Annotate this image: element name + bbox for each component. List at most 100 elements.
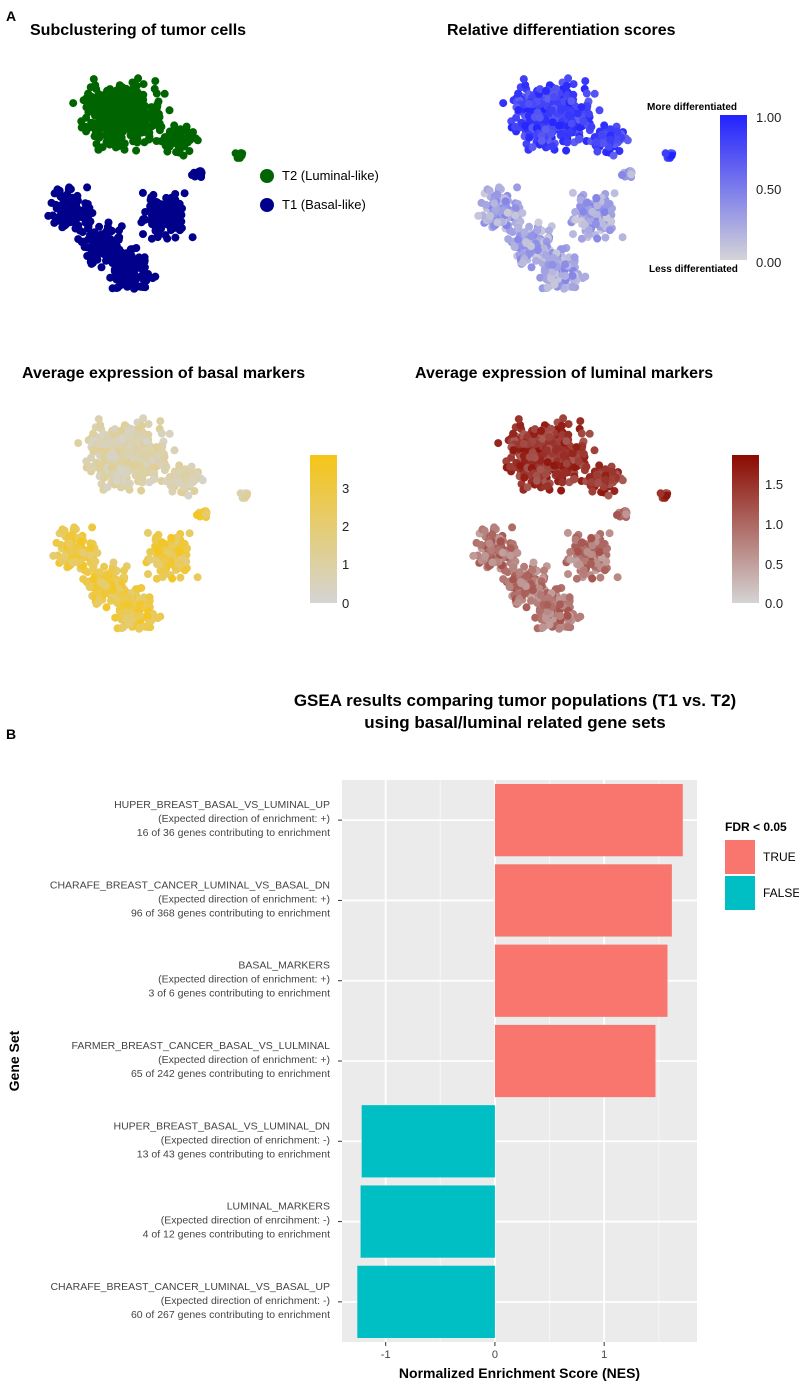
legend-item-t1: T1 (Basal-like) bbox=[260, 197, 366, 212]
cell-point bbox=[525, 222, 534, 231]
cell-point bbox=[163, 547, 172, 556]
cell-point bbox=[81, 211, 90, 220]
cell-point bbox=[95, 222, 104, 231]
cell-point bbox=[156, 612, 165, 621]
cell-point bbox=[506, 551, 515, 560]
cell-point bbox=[56, 540, 65, 549]
cell-point bbox=[579, 449, 588, 458]
cell-point bbox=[117, 426, 125, 435]
cell-point bbox=[168, 541, 177, 550]
cell-point bbox=[618, 233, 627, 242]
fdr-legend-true: TRUE bbox=[725, 840, 796, 874]
cell-point bbox=[159, 566, 168, 574]
cell-point bbox=[574, 457, 583, 466]
cell-point bbox=[145, 593, 154, 602]
cell-point bbox=[556, 600, 564, 609]
cell-point bbox=[94, 598, 102, 607]
cell-point bbox=[661, 149, 670, 158]
cell-point bbox=[150, 220, 159, 229]
cell-point bbox=[167, 534, 176, 543]
cell-point bbox=[569, 283, 577, 291]
cell-point bbox=[197, 170, 206, 179]
cell-point bbox=[71, 197, 80, 206]
cell-point bbox=[123, 458, 132, 467]
cell-point bbox=[169, 139, 178, 147]
cell-point bbox=[487, 546, 496, 555]
cell-point bbox=[586, 559, 595, 568]
cell-point bbox=[168, 131, 176, 140]
cell-point bbox=[514, 235, 523, 244]
cell-point bbox=[130, 461, 139, 470]
y-tick-label: CHARAFE_BREAST_CANCER_LUMINAL_VS_BASAL_D… bbox=[50, 879, 330, 919]
cell-point bbox=[504, 235, 513, 244]
cell-point bbox=[80, 243, 89, 251]
colorbar3-tick: 2 bbox=[342, 519, 350, 534]
cell-point bbox=[612, 133, 621, 142]
cell-point bbox=[530, 453, 539, 462]
cell-point bbox=[174, 199, 183, 208]
cell-point bbox=[581, 272, 590, 281]
cell-point bbox=[563, 91, 572, 100]
colorbar-bottom-caption: Less differentiated bbox=[649, 264, 738, 275]
cell-point bbox=[605, 226, 614, 235]
cell-point bbox=[63, 190, 72, 199]
cell-point bbox=[117, 130, 125, 139]
cell-point bbox=[543, 600, 552, 609]
cell-point bbox=[600, 121, 609, 130]
cell-point bbox=[193, 511, 201, 519]
cell-point bbox=[130, 284, 139, 293]
cell-point bbox=[183, 127, 192, 136]
cell-point bbox=[584, 226, 593, 234]
cell-point bbox=[193, 573, 202, 582]
cell-point bbox=[125, 121, 134, 130]
cell-point bbox=[562, 459, 571, 468]
cell-point bbox=[70, 523, 79, 532]
cell-point bbox=[536, 273, 545, 282]
cell-point bbox=[586, 216, 595, 225]
cell-point bbox=[146, 548, 155, 556]
cell-point bbox=[145, 135, 154, 143]
cell-point bbox=[127, 105, 135, 114]
cell-point bbox=[165, 429, 174, 438]
cell-point bbox=[138, 271, 147, 280]
cell-point bbox=[110, 267, 119, 276]
cell-point bbox=[485, 186, 494, 195]
cell-point bbox=[564, 623, 572, 631]
cell-point bbox=[116, 465, 125, 474]
bar bbox=[494, 784, 683, 857]
y-tick-label: CHARAFE_BREAST_CANCER_LUMINAL_VS_BASAL_U… bbox=[50, 1281, 330, 1321]
colorbar2-tick: 0.00 bbox=[756, 255, 782, 270]
cell-point bbox=[565, 593, 574, 602]
cell-point bbox=[513, 183, 522, 192]
cell-point bbox=[545, 226, 553, 235]
cell-point bbox=[595, 548, 604, 557]
y-tick-label: BASAL_MARKERS (Expected direction of enri… bbox=[148, 960, 330, 1000]
colorbar4-tick: 0.0 bbox=[765, 596, 784, 611]
cell-point bbox=[115, 607, 124, 616]
cell-point bbox=[564, 570, 572, 579]
tsne-plot-differentiation bbox=[474, 74, 677, 293]
cell-point bbox=[607, 473, 616, 482]
cell-point bbox=[486, 212, 495, 220]
cell-point bbox=[563, 138, 572, 147]
cell-point bbox=[157, 122, 166, 131]
cell-point bbox=[106, 85, 114, 94]
cell-point bbox=[509, 446, 518, 455]
cell-point bbox=[122, 470, 130, 479]
cell-point bbox=[520, 562, 529, 571]
cell-point bbox=[520, 473, 529, 482]
colorbar4-tick: 0.5 bbox=[765, 557, 784, 572]
cell-point bbox=[81, 122, 90, 131]
cell-point bbox=[515, 568, 524, 577]
cell-point bbox=[537, 426, 545, 435]
cell-point bbox=[132, 146, 141, 155]
cell-point bbox=[127, 129, 136, 138]
cell-point bbox=[522, 603, 531, 612]
cell-point bbox=[99, 439, 108, 448]
cell-point bbox=[181, 475, 190, 484]
cell-point bbox=[511, 122, 520, 131]
cell-point bbox=[594, 479, 603, 487]
cell-point bbox=[577, 234, 586, 243]
cell-point bbox=[123, 482, 132, 491]
cell-point bbox=[112, 476, 121, 485]
